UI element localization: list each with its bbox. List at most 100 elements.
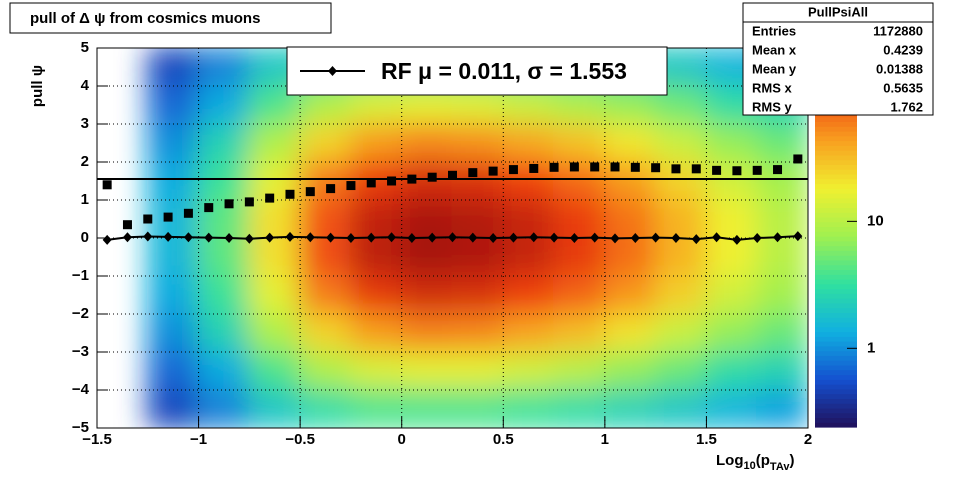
heatmap-cell: [553, 275, 606, 315]
colorbar-slice: [815, 207, 857, 213]
heatmap-cell: [146, 313, 200, 353]
heatmap-cell: [451, 275, 505, 315]
x-tick-label: −1: [190, 431, 207, 448]
heatmap-cell: [553, 313, 606, 353]
heatmap-cell: [603, 199, 657, 239]
colorbar-slice: [815, 422, 857, 428]
colorbar-slice: [815, 212, 857, 218]
colorbar-slice: [815, 369, 857, 376]
square-marker: [285, 189, 295, 199]
diamond-marker: [427, 232, 437, 243]
colorbar-slice: [815, 245, 857, 251]
diamond-marker: [793, 231, 803, 242]
heatmap-cell: [502, 199, 556, 239]
heatmap-cell: [756, 313, 808, 353]
x-tick-label: 2: [804, 431, 812, 448]
x-label-sub: TAv: [770, 461, 790, 473]
colorbar-slice: [815, 173, 857, 180]
heatmap-cell: [451, 351, 505, 391]
colorbar-slice: [815, 240, 857, 247]
heatmap-cell: [654, 237, 708, 277]
colorbar-slice: [815, 259, 857, 266]
heatmap-cell: [756, 237, 808, 277]
heatmap-cell: [705, 199, 759, 239]
diamond-marker: [244, 233, 254, 244]
diamond-marker: [549, 232, 559, 243]
heatmap-cell: [451, 199, 505, 239]
square-marker: [529, 163, 539, 173]
heatmap-cell: [146, 351, 200, 391]
heatmap-cell: [603, 351, 657, 391]
square-marker: [468, 168, 478, 178]
heatmap-cell: [197, 237, 251, 277]
colorbar-slice: [815, 302, 857, 309]
z-tick-label: 10: [867, 212, 884, 229]
diamond-marker: [163, 231, 173, 242]
colorbar-slice: [815, 126, 857, 132]
diamond-marker: [305, 232, 315, 243]
y-tick-label: −4: [72, 381, 90, 398]
colorbar-slice: [815, 298, 857, 304]
heatmap-cell: [553, 199, 606, 239]
colorbar-slice: [815, 312, 857, 318]
heatmap-cell: [654, 123, 708, 163]
stats-key: Mean y: [752, 61, 797, 76]
stats-value: 0.01388: [876, 61, 923, 76]
heatmap-cell: [400, 199, 454, 239]
diamond-marker: [346, 233, 356, 243]
diamond-marker: [285, 231, 295, 242]
stats-value: 0.5635: [883, 80, 923, 95]
stats-key: Entries: [752, 23, 796, 38]
square-marker: [488, 166, 498, 176]
heatmap-cell: [553, 123, 606, 163]
colorbar-slice: [815, 193, 857, 199]
chart-title: pull of Δ ψ from cosmics muons: [30, 10, 260, 27]
colorbar-slice: [815, 321, 857, 328]
heatmap-cell: [146, 389, 200, 428]
colorbar-slice: [815, 355, 857, 361]
colorbar-slice: [815, 130, 857, 137]
heatmap-cell: [197, 351, 251, 391]
heatmap-cell: [349, 199, 403, 239]
diamond-marker: [102, 234, 112, 245]
square-marker: [122, 220, 132, 230]
square-marker: [651, 163, 661, 173]
colorbar-slice: [815, 154, 857, 161]
heatmap-cell: [248, 389, 302, 428]
colorbar-slice: [815, 278, 857, 285]
title-box: [9, 2, 332, 34]
diamond-marker: [671, 233, 681, 243]
square-marker: [773, 165, 783, 175]
colorbar-slice: [815, 398, 857, 404]
colorbar-slice: [815, 116, 857, 122]
y-tick-label: 0: [81, 229, 89, 246]
diamond-marker: [204, 232, 214, 243]
heatmap-cell: [451, 123, 505, 163]
square-marker: [102, 180, 112, 190]
colorbar-slice: [815, 407, 857, 414]
square-marker: [590, 162, 600, 172]
square-marker: [326, 184, 336, 194]
stats-value: 1172880: [873, 23, 923, 38]
diamond-marker: [691, 234, 701, 245]
square-marker: [366, 178, 376, 188]
heatmap-cell: [299, 237, 352, 277]
y-tick-label: 2: [81, 153, 89, 170]
heatmap-cell: [502, 351, 556, 391]
heatmap-cell: [451, 389, 505, 428]
heatmap-cell: [705, 123, 759, 163]
heatmap-cell: [299, 313, 352, 353]
square-marker: [508, 165, 518, 175]
square-marker: [691, 164, 701, 174]
colorbar-slice: [815, 374, 857, 380]
colorbar-slice: [815, 331, 857, 337]
stats-key: Mean x: [752, 42, 797, 57]
heatmap-cell: [299, 275, 352, 315]
heatmap-cell: [197, 161, 251, 201]
heatmap-cell: [146, 161, 200, 201]
diamond-marker: [448, 232, 457, 243]
colorbar-slice: [815, 317, 857, 323]
heatmap-cell: [451, 313, 505, 353]
square-marker: [427, 172, 437, 182]
heatmap-cell: [603, 275, 657, 315]
